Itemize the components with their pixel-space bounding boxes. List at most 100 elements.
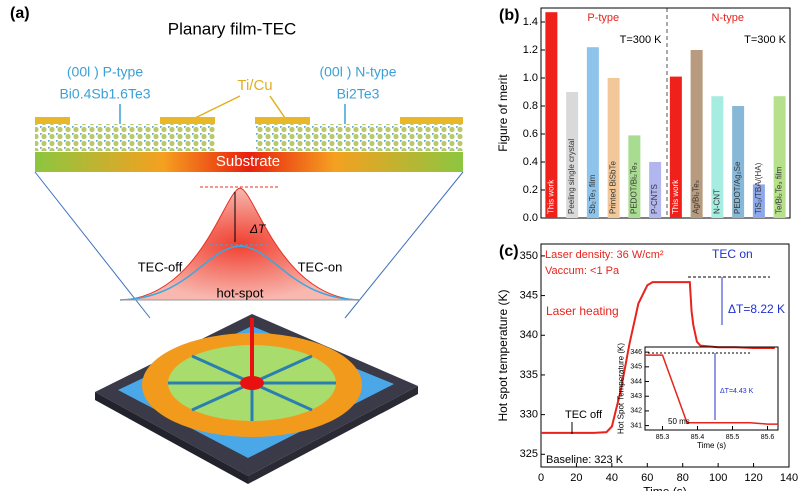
arrow: [194, 95, 241, 119]
curve-on: [119, 245, 361, 301]
panel-label: (c): [499, 243, 519, 260]
bar: [586, 47, 599, 219]
bar-label: N-CNT: [712, 189, 721, 214]
bar-label: PEDOT/Bi₂Te₃: [629, 162, 638, 214]
plot-frame: [644, 346, 779, 431]
label: Bi0.4Sb1.6Te3: [59, 86, 150, 102]
bar: [732, 106, 745, 218]
bar-label: Peeling single crystal: [567, 139, 576, 214]
y-tick-label: 0.0: [523, 212, 538, 224]
bar: [773, 96, 786, 218]
label: Ti/Cu: [237, 77, 272, 94]
chip-side: [248, 386, 418, 484]
x-tick-label: 140: [780, 472, 798, 484]
y-tick-label: 345: [520, 289, 538, 301]
bar: [607, 78, 620, 218]
x-tick-label: 40: [606, 472, 618, 484]
hot-spot: [240, 376, 264, 390]
label: TEC-off: [138, 259, 183, 274]
y-tick-label: 1.4: [523, 16, 538, 28]
panel-label: (a): [10, 5, 30, 22]
y-tick-label: 0.2: [523, 184, 538, 196]
y-tick-label: 344: [630, 378, 642, 385]
y-axis-label: Figure of merit: [496, 74, 510, 152]
y-tick-label: 340: [520, 329, 538, 341]
x-tick-label: 0: [538, 472, 544, 484]
group-label: N-type: [712, 12, 744, 24]
x-axis-label: Time (s): [697, 441, 726, 450]
annotation: Baseline: 323 K: [546, 454, 624, 466]
film: [255, 124, 463, 151]
y-tick-label: 345: [630, 364, 642, 371]
label: TEC-on: [298, 259, 343, 274]
line: [541, 281, 775, 434]
bar: [566, 92, 579, 218]
bar-label: PEDOT/Ag₂Se: [733, 161, 742, 214]
x-tick-label: 85.5: [726, 434, 740, 441]
line: [344, 171, 464, 319]
title: Planary film-TEC: [168, 19, 296, 38]
y-tick-label: 335: [520, 369, 538, 381]
arrow: [269, 95, 286, 119]
x-tick-label: 120: [744, 472, 762, 484]
y-axis-label: Hot spot temperature (K): [496, 289, 510, 421]
annotation: Laser density: 36 W/cm²: [545, 249, 664, 261]
bar-label: Te/Bi₂Te₃ film: [775, 166, 784, 214]
plot-frame: [540, 7, 791, 219]
y-tick-label: 0.4: [523, 156, 538, 168]
bar: [690, 50, 703, 218]
annotation: TEC off: [565, 409, 603, 421]
x-tick-label: 85.4: [691, 434, 705, 441]
label: Substrate: [216, 153, 280, 170]
label: ΔT: [249, 222, 267, 236]
plot-frame: [540, 243, 790, 468]
y-tick-label: 0.6: [523, 128, 538, 140]
annotation: Vaccum: <1 Pa: [545, 265, 620, 277]
x-tick-label: 20: [570, 472, 582, 484]
annotation: TEC on: [712, 247, 753, 261]
panel-label: (b): [499, 7, 519, 24]
y-axis-label: Hot Spot Temperature (K): [616, 343, 625, 434]
bar: [711, 96, 724, 218]
group-label: P-type: [587, 12, 619, 24]
y-tick-label: 325: [520, 448, 538, 460]
bar-label: This work: [546, 179, 555, 214]
bar: [669, 76, 682, 218]
label: (00l ) P-type: [67, 64, 143, 80]
y-tick-label: 346: [630, 349, 642, 356]
y-tick-label: 341: [630, 422, 642, 429]
temperature-label: T=300 K: [620, 34, 663, 46]
x-tick-label: 85.3: [656, 434, 670, 441]
annotation: Laser heating: [546, 304, 619, 318]
x-tick-label: 60: [641, 472, 653, 484]
temperature-label: T=300 K: [744, 34, 787, 46]
bar-label: This work: [671, 179, 680, 214]
x-tick-label: 80: [677, 472, 689, 484]
bar-label: TiS₂/TBA/(HA): [754, 162, 763, 214]
y-tick-label: 350: [520, 250, 538, 262]
x-tick-label: 85.6: [761, 434, 775, 441]
contacts: [35, 117, 463, 124]
y-tick-label: 1.0: [523, 72, 538, 84]
bar-label: Printed BiSbTe: [609, 161, 618, 214]
y-tick-label: 1.2: [523, 44, 538, 56]
y-tick-label: 343: [630, 393, 642, 400]
substrate: [35, 152, 463, 172]
y-tick-label: 342: [630, 408, 642, 415]
x-tick-label: 100: [709, 472, 727, 484]
annotation: 50 ms: [668, 417, 690, 426]
y-tick-label: 330: [520, 409, 538, 421]
panel-a: (a) Planary film-TEC (00l ) P-type Bi0.4…: [10, 5, 464, 484]
annotation: ΔT=4.43 K: [720, 388, 754, 395]
chip-side: [95, 392, 248, 484]
bar-label: Ag/Bi₂Te₃: [692, 180, 701, 214]
y-tick-label: 0.8: [523, 100, 538, 112]
bar: [628, 135, 641, 218]
line: [645, 354, 778, 425]
x-axis-label: Time (s): [643, 484, 687, 491]
bar: [752, 184, 765, 218]
annotation: ΔT=8.22 K: [728, 302, 785, 316]
bar: [649, 162, 662, 218]
